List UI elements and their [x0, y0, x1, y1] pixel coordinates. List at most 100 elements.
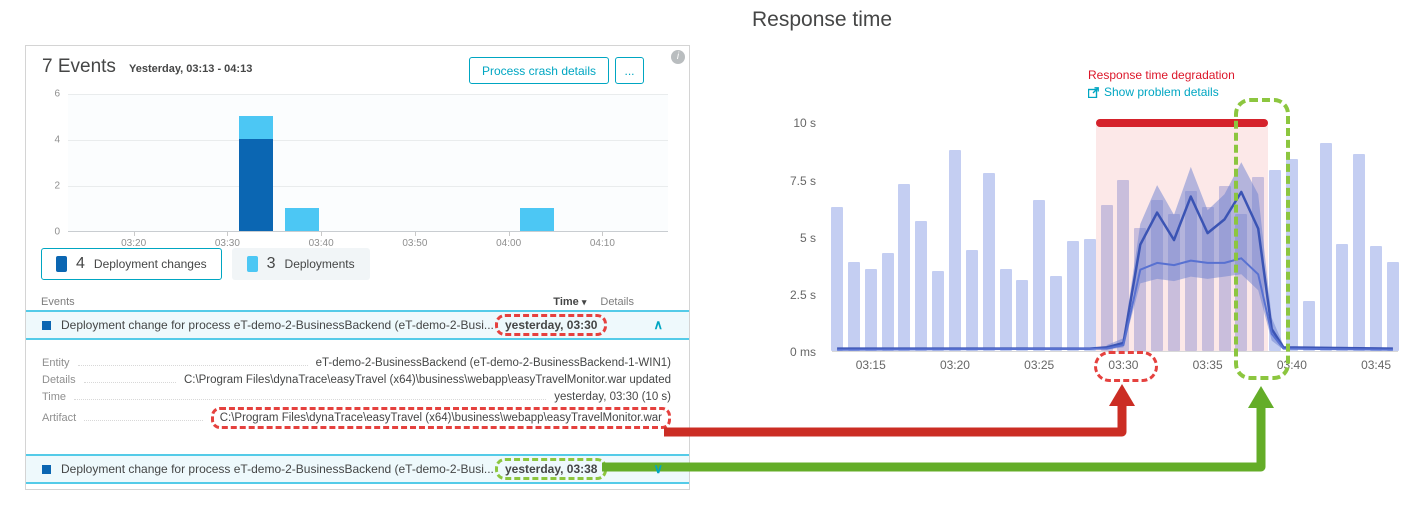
response-time-bar: [1100, 204, 1113, 351]
event-time-0338: yesterday, 03:38: [494, 458, 608, 480]
deployment-changes-label: Deployment changes: [93, 257, 207, 271]
y-axis-tick-label: 5 s: [799, 230, 816, 245]
events-chart-x-axis: 03:20 03:30 03:40 03:50 04:00 04:10: [68, 238, 668, 252]
details-column-header: Details: [600, 296, 634, 308]
events-timeline-chart: 0 2 4 6 03:20 03:30 03:40 03:50 04:00 04:10: [42, 86, 682, 254]
legend-chip-deployments[interactable]: 3 Deployments: [231, 248, 370, 280]
events-panel-title: 7 Events: [42, 56, 116, 77]
response-time-bar: [1050, 275, 1062, 351]
leader-line: [83, 373, 176, 383]
events-column-header: Events: [41, 296, 75, 308]
response-time-bar: [932, 271, 945, 351]
x-axis-tick-label: 03:20: [121, 238, 147, 249]
y-axis-tick-label: 0: [54, 226, 60, 238]
artifact-value-red-highlight: C:\Program Files\dynaTrace\easyTravel (x…: [210, 407, 671, 429]
detail-row-time: Time yesterday, 03:30 (10 s): [42, 390, 671, 403]
x-axis-tick: [414, 232, 416, 236]
problem-annotation: Response time degradation Show problem d…: [1088, 68, 1235, 99]
response-time-bar: [1319, 143, 1332, 351]
response-time-bar: [1336, 243, 1349, 351]
event-row-label: Deployment change for process eT-demo-2-…: [61, 318, 494, 332]
y-axis-tick-label: 2.5 s: [789, 287, 816, 302]
y-axis-tick-label: 4: [54, 134, 60, 146]
response-time-baseline-line: [837, 257, 1393, 351]
event-row-deployment-change-0330[interactable]: Deployment change for process eT-demo-2-…: [26, 310, 689, 340]
x-axis-tick-label: 03:45: [1361, 358, 1392, 372]
event-row-label: Deployment change for process eT-demo-2-…: [61, 462, 494, 476]
info-icon[interactable]: i: [671, 50, 685, 64]
expand-chevron-icon[interactable]: ∨: [653, 461, 663, 476]
event-row-deployment-change-0338[interactable]: Deployment change for process eT-demo-2-…: [26, 454, 689, 484]
response-time-bars: [831, 112, 1399, 351]
more-options-button[interactable]: ...: [615, 57, 644, 84]
x-axis-tick-label: 04:00: [496, 238, 522, 249]
process-crash-details-button[interactable]: Process crash details: [468, 57, 609, 84]
events-chart-y-axis: 0 2 4 6: [42, 89, 64, 238]
deployment-changes-swatch-icon: [56, 256, 67, 272]
legend-chip-deployment-changes[interactable]: 4 Deployment changes: [41, 248, 222, 280]
response-time-bar: [898, 184, 911, 351]
x-axis-tick-label: 03:50: [402, 238, 428, 249]
response-time-median-line: [837, 190, 1393, 350]
x-axis-tick-label: 03:30: [1108, 358, 1139, 372]
response-time-bar: [1033, 200, 1046, 351]
response-time-bar: [1353, 154, 1366, 351]
event-bar-deployment-changes[interactable]: [238, 139, 273, 231]
detail-value: yesterday, 03:30 (10 s): [554, 391, 671, 403]
x-axis-tick-label: 03:15: [855, 358, 886, 372]
response-time-bar: [1016, 280, 1029, 351]
x-axis-tick-label: 04:10: [589, 238, 615, 249]
detail-row-artifact: Artifact C:\Program Files\dynaTrace\easy…: [42, 407, 671, 429]
response-time-chart: [831, 112, 1399, 352]
deployment-change-marker-icon: [42, 464, 51, 474]
leader-line: [74, 390, 547, 400]
event-details-block: Entity eT-demo-2-BusinessBackend (eT-dem…: [42, 348, 671, 433]
event-bar-deployments[interactable]: [238, 116, 273, 139]
detail-value: C:\Program Files\dynaTrace\easyTravel (x…: [183, 374, 671, 386]
deployments-label: Deployments: [284, 257, 355, 271]
collapse-chevron-icon[interactable]: ∧: [653, 317, 663, 332]
deployment-changes-count: 4: [76, 255, 85, 272]
detail-value: eT-demo-2-BusinessBackend (eT-demo-2-Bus…: [315, 357, 671, 369]
events-timerange: Yesterday, 03:13 - 04:13: [129, 63, 253, 75]
degradation-label: Response time degradation: [1088, 68, 1235, 82]
y-axis-tick-label: 2: [54, 180, 60, 192]
response-time-bar: [1083, 239, 1096, 351]
chart-gridline: [68, 94, 668, 95]
leader-line: [84, 411, 203, 421]
deployments-count: 3: [266, 255, 276, 272]
red-connector-arrow: [664, 384, 1135, 437]
red-highlight-xtick-0330: [1094, 351, 1158, 382]
response-time-bar: [982, 172, 995, 351]
chart-gridline: [68, 186, 668, 187]
response-time-bar: [949, 149, 961, 351]
y-axis-tick-label: 6: [54, 88, 60, 100]
response-time-bar: [881, 252, 894, 351]
x-axis-tick-label: 03:20: [939, 358, 970, 372]
events-chart-plot: [68, 94, 668, 236]
event-bar-deployments[interactable]: [519, 208, 554, 231]
event-bar-deployments[interactable]: [285, 208, 320, 231]
green-connector-arrow: [602, 386, 1274, 472]
chart-gridline: [68, 140, 668, 141]
problem-duration-bar: [1096, 119, 1269, 128]
time-column-header[interactable]: Time ▾: [553, 296, 587, 308]
detail-label: Details: [42, 374, 76, 386]
confidence-band: [1106, 162, 1284, 350]
response-time-bar: [847, 261, 860, 351]
x-axis-tick-label: 03:35: [1192, 358, 1223, 372]
y-axis-tick-label: 10 s: [793, 116, 816, 131]
x-axis-tick: [602, 232, 604, 236]
show-problem-details-link[interactable]: Show problem details: [1088, 85, 1235, 99]
green-highlight-region: [1234, 98, 1290, 380]
leader-line: [77, 356, 308, 366]
response-time-title: Response time: [752, 8, 893, 31]
x-axis-tick: [508, 232, 510, 236]
show-problem-details-label: Show problem details: [1104, 85, 1219, 99]
x-axis-tick-label: 03:25: [1024, 358, 1055, 372]
x-axis-tick: [227, 232, 229, 236]
external-link-icon: [1088, 86, 1099, 98]
response-time-bar: [999, 268, 1012, 351]
response-time-bar: [965, 250, 978, 351]
